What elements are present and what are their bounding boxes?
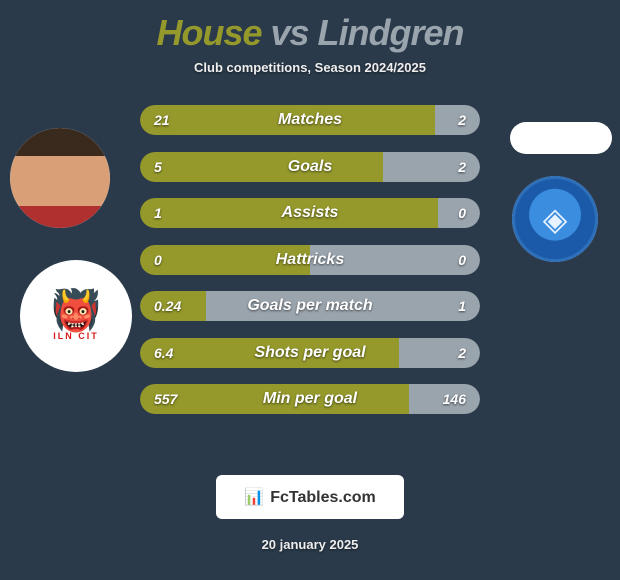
subtitle: Club competitions, Season 2024/2025	[0, 60, 620, 75]
club-left-crest: 👹 ILN CIT	[20, 260, 132, 372]
value-right: 2	[458, 152, 466, 182]
stat-label: Matches	[140, 105, 480, 135]
value-right: 0	[458, 198, 466, 228]
stat-label: Assists	[140, 198, 480, 228]
stat-row: 21Matches2	[140, 105, 480, 135]
footer: 📊 FcTables.com 20 january 2025	[0, 475, 620, 552]
stat-label: Min per goal	[140, 384, 480, 414]
value-right: 2	[458, 338, 466, 368]
stat-rows: 21Matches25Goals21Assists00Hattricks00.2…	[140, 105, 480, 414]
stat-row: 0.24Goals per match1	[140, 291, 480, 321]
stat-row: 5Goals2	[140, 152, 480, 182]
player-left-avatar	[10, 128, 110, 228]
stat-label: Goals	[140, 152, 480, 182]
chart-icon: 📊	[244, 489, 264, 506]
page-title: House vs Lindgren	[0, 0, 620, 54]
value-right: 2	[458, 105, 466, 135]
stat-label: Goals per match	[140, 291, 480, 321]
badge-text: FcTables.com	[270, 489, 376, 506]
stat-label: Shots per goal	[140, 338, 480, 368]
title-right: Lindgren	[318, 12, 464, 53]
value-right: 0	[458, 245, 466, 275]
value-right: 146	[443, 384, 466, 414]
stat-row: 6.4Shots per goal2	[140, 338, 480, 368]
face-icon	[10, 128, 110, 228]
stat-row: 557Min per goal146	[140, 384, 480, 414]
stat-row: 1Assists0	[140, 198, 480, 228]
player-right-avatar	[510, 122, 612, 154]
source-badge: 📊 FcTables.com	[216, 475, 403, 519]
imp-crest-icon: 👹 ILN CIT	[30, 270, 122, 362]
stat-row: 0Hattricks0	[140, 245, 480, 275]
club-right-crest: ◈	[512, 176, 598, 262]
title-left: House	[156, 12, 261, 53]
title-vs: vs	[262, 12, 318, 53]
shield-crest-icon: ◈	[512, 176, 598, 262]
date-text: 20 january 2025	[0, 537, 620, 552]
value-right: 1	[458, 291, 466, 321]
stat-label: Hattricks	[140, 245, 480, 275]
